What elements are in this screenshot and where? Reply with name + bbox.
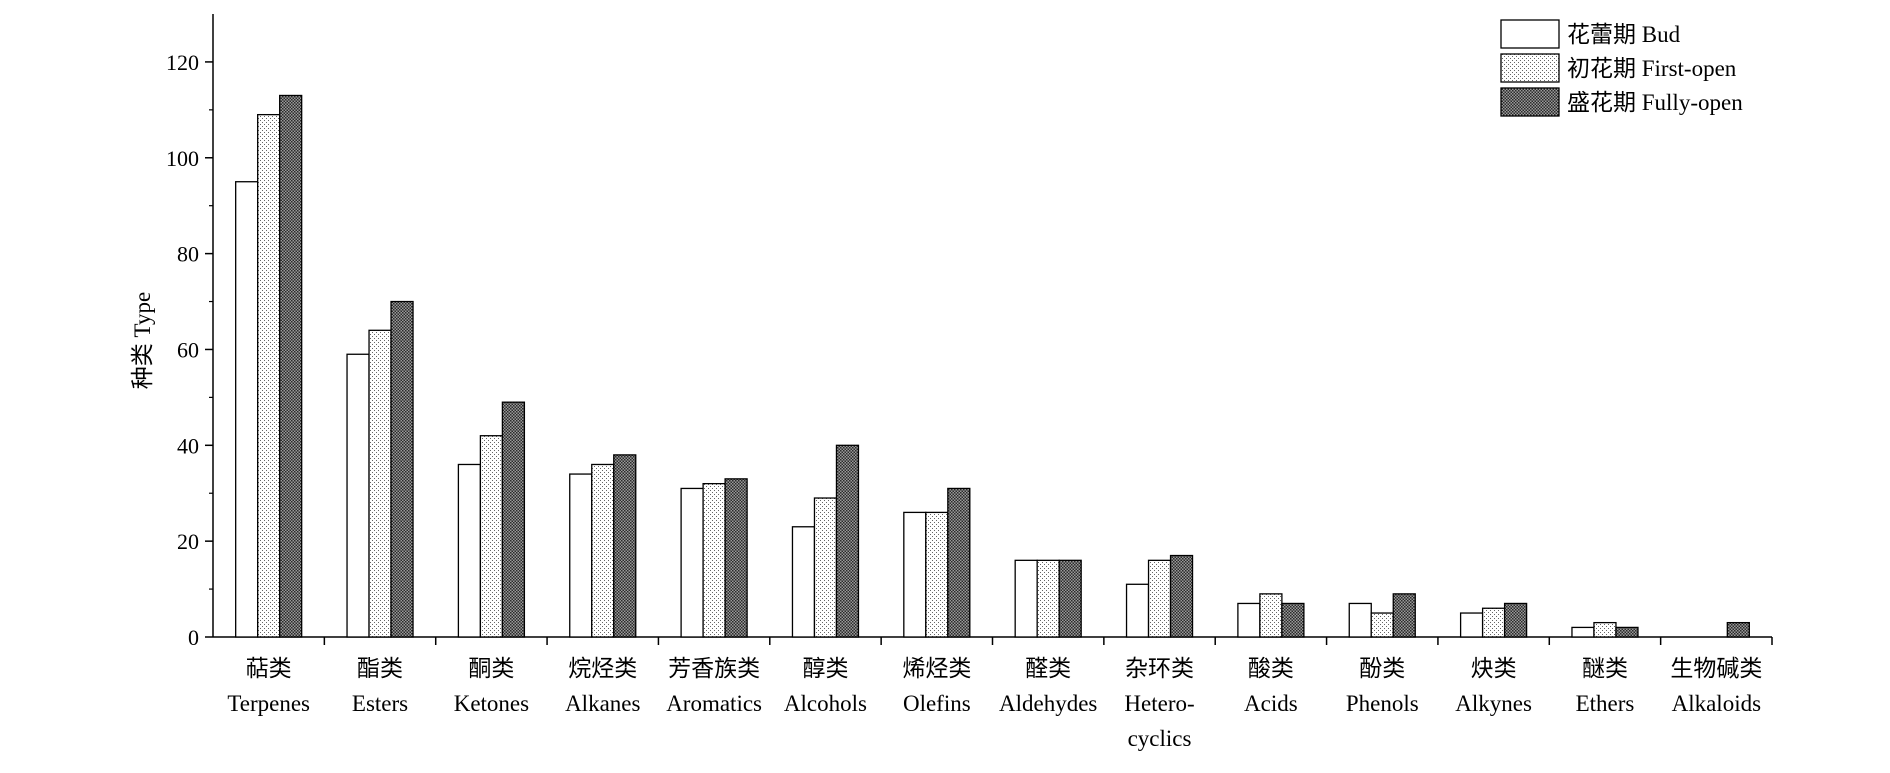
x-category-label: Alcohols	[784, 691, 867, 716]
x-category-label: 醇类	[802, 656, 848, 681]
y-tick-label: 20	[177, 529, 199, 554]
x-category-label: Esters	[352, 691, 408, 716]
x-category-label: Phenols	[1346, 691, 1419, 716]
bar-6-series-1	[791, 526, 816, 638]
bar-7-series-2	[925, 511, 949, 638]
bar-9-series-3	[1169, 554, 1194, 638]
x-category-label: 酚类	[1359, 656, 1405, 681]
x-category-label: 芳香族类	[668, 656, 760, 681]
x-category-label: 醛类	[1025, 656, 1071, 681]
bar-5-series-1	[680, 487, 704, 638]
x-category-label: Aromatics	[666, 691, 762, 716]
bar-5-series-2	[702, 482, 726, 638]
bar-6-series-3	[835, 444, 860, 638]
legend-label: 盛花期 Fully-open	[1567, 90, 1743, 115]
y-tick-label: 100	[166, 146, 199, 171]
bar-7-series-3	[947, 487, 971, 638]
bar-10-series-2	[1259, 593, 1283, 638]
bar-5-series-3	[724, 478, 748, 638]
legend-label: 花蕾期 Bud	[1567, 22, 1681, 47]
x-category-label: Acids	[1244, 691, 1298, 716]
bar-1-series-1	[235, 181, 259, 638]
bar-2-series-3	[390, 300, 414, 638]
bar-13-series-1	[1571, 626, 1595, 638]
bar-11-series-1	[1348, 602, 1372, 638]
bar-7-series-1	[903, 511, 927, 638]
x-category-label: 烷烃类	[568, 656, 637, 681]
bar-12-series-2	[1481, 607, 1506, 638]
x-category-label: Olefins	[903, 691, 971, 716]
legend-swatch	[1500, 87, 1560, 117]
legend-swatch	[1500, 19, 1560, 49]
x-category-label: Ketones	[454, 691, 529, 716]
bar-9-series-1	[1125, 583, 1150, 638]
bars	[235, 94, 1750, 638]
x-category-label: Ethers	[1576, 691, 1635, 716]
y-axis-title: 种类 Type	[130, 292, 155, 389]
bar-8-series-2	[1036, 559, 1060, 638]
bar-2-series-1	[346, 353, 370, 638]
legend-label: 初花期 First-open	[1567, 56, 1737, 81]
bar-13-series-3	[1615, 626, 1639, 638]
bar-4-series-2	[591, 463, 615, 638]
y-tick-label: 60	[177, 337, 199, 362]
x-category-label: Alkynes	[1455, 691, 1532, 716]
bar-3-series-1	[457, 463, 482, 638]
labels: 0 20 40 60 80 100 120 种类 Type 萜类 Terpenes 酯类 Esters…	[130, 50, 1762, 751]
bar-10-series-1	[1237, 602, 1261, 638]
x-category-label: 萜类	[246, 656, 292, 681]
bar-10-series-3	[1281, 602, 1305, 638]
bar-11-series-3	[1392, 593, 1416, 638]
y-tick-label: 40	[177, 433, 199, 458]
bar-14-series-3	[1726, 621, 1750, 638]
bar-8-series-3	[1058, 559, 1082, 638]
x-category-label: 杂环类	[1125, 656, 1194, 681]
y-tick-label: 120	[166, 50, 199, 75]
bar-11-series-2	[1370, 612, 1394, 638]
x-category-label: Hetero-	[1124, 691, 1194, 716]
x-category-label: 醚类	[1582, 656, 1628, 681]
x-category-label: 烯烃类	[902, 656, 971, 681]
bar-13-series-2	[1593, 621, 1617, 638]
bar-6-series-2	[813, 497, 838, 638]
bar-1-series-2	[257, 113, 281, 638]
x-category-label: 酮类	[468, 656, 514, 681]
bar-9-series-2	[1147, 559, 1172, 638]
bar-4-series-1	[569, 473, 593, 638]
x-category-label: Terpenes	[227, 691, 310, 716]
bar-1-series-3	[279, 94, 303, 638]
x-category-label: 酯类	[357, 656, 403, 681]
bar-8-series-1	[1014, 559, 1038, 638]
bar-4-series-3	[613, 454, 637, 638]
legend: 花蕾期 Bud 初花期 First-open 盛花期 Fully-open	[1500, 19, 1743, 117]
bar-12-series-1	[1459, 612, 1484, 638]
y-tick-label: 80	[177, 242, 199, 267]
x-category-label: cyclics	[1128, 726, 1192, 751]
bar-2-series-2	[368, 329, 392, 638]
x-category-label: Alkanes	[565, 691, 640, 716]
x-category-label: Aldehydes	[999, 691, 1097, 716]
x-category-label: 酸类	[1248, 656, 1294, 681]
legend-swatch	[1500, 53, 1560, 83]
x-category-label: Alkaloids	[1672, 691, 1761, 716]
bar-12-series-3	[1503, 602, 1528, 638]
bar-3-series-2	[479, 435, 504, 638]
x-category-label: 炔类	[1471, 656, 1517, 681]
bar-3-series-3	[501, 401, 526, 638]
y-tick-label: 0	[188, 625, 199, 650]
x-category-label: 生物碱类	[1670, 656, 1762, 681]
